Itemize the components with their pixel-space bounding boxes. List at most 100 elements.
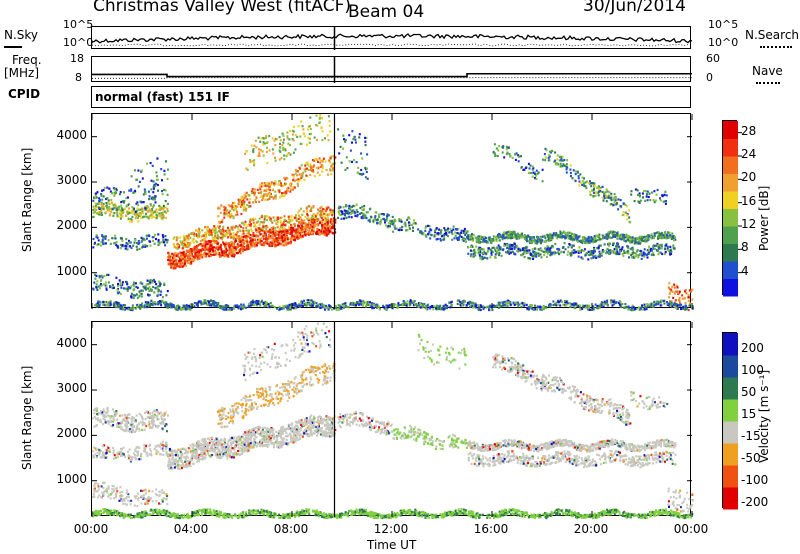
- echo-cell: [273, 182, 275, 185]
- echo-cell: [176, 264, 178, 267]
- echo-cell: [145, 205, 148, 208]
- echo-cell: [97, 285, 100, 288]
- echo-cell: [260, 229, 263, 232]
- nave-tick-bottom: 0: [706, 71, 713, 84]
- echo-cell: [660, 234, 663, 237]
- echo-cell: [243, 200, 246, 203]
- echo-cell: [207, 253, 209, 256]
- echo-cell: [609, 236, 612, 239]
- echo-cell: [156, 157, 159, 160]
- echo-cell: [502, 145, 505, 148]
- echo-cell: [427, 224, 429, 227]
- echo-cell: [288, 228, 291, 231]
- echo-cell: [278, 158, 281, 161]
- echo-cell: [566, 253, 569, 256]
- echo-cell: [466, 237, 469, 240]
- echo-cell: [250, 228, 253, 231]
- echo-cell: [414, 222, 417, 225]
- echo-cell: [386, 226, 389, 229]
- echo-cell: [646, 256, 649, 259]
- echo-cell: [452, 225, 455, 228]
- echo-cell: [644, 238, 647, 241]
- echo-cell: [663, 302, 666, 305]
- echo-cell: [583, 236, 586, 239]
- echo-cell: [232, 232, 235, 235]
- echo-cell: [239, 240, 242, 243]
- echo-cell: [639, 253, 642, 256]
- echo-cell: [255, 221, 258, 224]
- echo-cell: [181, 261, 184, 264]
- echo-cell: [309, 168, 312, 171]
- echo-cell: [354, 138, 357, 141]
- echo-cell: [624, 211, 627, 214]
- echo-cell: [674, 238, 677, 241]
- echo-cell: [299, 223, 302, 226]
- echo-cell: [242, 236, 245, 239]
- echo-cell: [271, 242, 274, 245]
- echo-cell: [148, 208, 151, 211]
- echo-cell: [276, 233, 278, 236]
- echo-cell: [324, 137, 326, 140]
- echo-cell: [630, 309, 633, 312]
- echo-cell: [643, 189, 646, 193]
- echo-cell: [286, 230, 289, 233]
- echo-cell: [634, 242, 637, 245]
- echo-cell: [187, 243, 190, 246]
- echo-cell: [637, 306, 640, 309]
- echo-cell: [537, 171, 540, 174]
- echo-cell: [306, 226, 309, 229]
- echo-cell: [344, 302, 347, 305]
- echo-cell: [242, 207, 245, 210]
- freq-strip: [91, 56, 692, 83]
- echo-cell: [274, 227, 277, 230]
- echo-cell: [172, 260, 175, 263]
- echo-cell: [307, 168, 310, 171]
- echo-cell: [147, 283, 150, 286]
- echo-cell: [324, 227, 327, 230]
- echo-cell: [271, 234, 274, 237]
- echo-cell: [482, 257, 485, 260]
- echo-cell: [143, 215, 146, 218]
- echo-cell: [190, 261, 193, 264]
- echo-cell: [676, 286, 679, 289]
- echo-cell: [400, 218, 403, 222]
- echo-cell: [144, 192, 147, 195]
- echo-cell: [297, 227, 300, 230]
- echo-cell: [236, 225, 239, 228]
- echo-cell: [146, 234, 148, 237]
- echo-cell: [592, 256, 595, 259]
- echo-cell: [555, 232, 558, 235]
- echo-cell: [620, 205, 623, 208]
- echo-cell: [611, 232, 614, 235]
- echo-cell: [233, 249, 236, 252]
- echo-cell: [345, 209, 348, 213]
- echo-cell: [531, 241, 533, 244]
- echo-cell: [274, 244, 277, 247]
- echo-cell: [144, 286, 147, 289]
- echo-cell: [622, 235, 625, 238]
- echo-cell: [214, 301, 217, 304]
- echo-cell: [473, 248, 476, 251]
- echo-cell: [649, 199, 652, 202]
- echo-cell: [528, 167, 531, 170]
- echo-cell: [282, 134, 285, 137]
- echo-cell: [655, 193, 658, 196]
- echo-cell: [513, 230, 516, 234]
- echo-cell: [285, 192, 288, 195]
- echo-cell: [283, 224, 286, 227]
- echo-cell: [317, 218, 319, 221]
- echo-cell: [527, 257, 530, 260]
- echo-cell: [101, 276, 104, 279]
- echo-cell: [240, 247, 242, 250]
- echo-cell: [244, 209, 247, 212]
- echo-cell: [304, 224, 307, 227]
- echo-cell: [676, 305, 679, 308]
- echo-cell: [167, 262, 170, 265]
- echo-cell: [260, 237, 263, 240]
- echo-cell: [141, 238, 144, 241]
- echo-cell: [345, 204, 347, 207]
- echo-cell: [312, 170, 315, 173]
- echo-cell: [249, 241, 252, 244]
- echo-cell: [165, 216, 167, 219]
- echo-cell: [290, 182, 293, 185]
